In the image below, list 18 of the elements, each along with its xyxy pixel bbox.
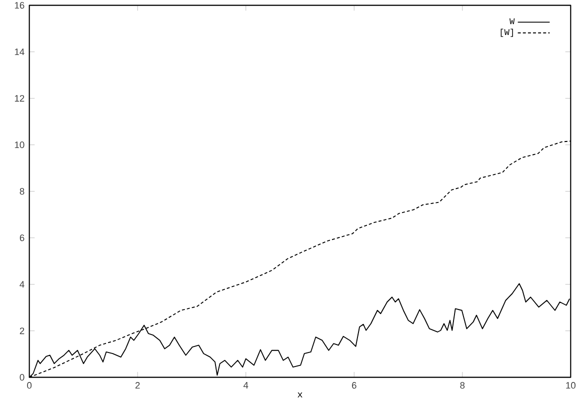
x-axis-title: x	[298, 392, 302, 398]
x-tick-label: 4	[243, 382, 248, 388]
x-tick-label: 0	[27, 382, 32, 389]
y-tick-label: 12	[14, 95, 24, 102]
y-tick-label: 2	[20, 328, 24, 334]
y-tick-label: 4	[20, 281, 24, 288]
legend-label: [W]	[500, 28, 513, 37]
y-tick-label: 8	[20, 188, 24, 195]
y-tick-label: 16	[14, 2, 24, 9]
y-tick-label: 0	[20, 374, 24, 381]
y-tick-label: 14	[14, 48, 24, 56]
x-tick-label: 10	[566, 382, 576, 389]
x-tick-label: 8	[460, 382, 465, 389]
y-tick-label: 6	[20, 234, 24, 242]
y-tick-label: 10	[14, 142, 24, 148]
x-tick-label: 6	[352, 382, 356, 389]
legend-label: W	[509, 18, 515, 24]
x-tick-label: 2	[135, 382, 140, 389]
